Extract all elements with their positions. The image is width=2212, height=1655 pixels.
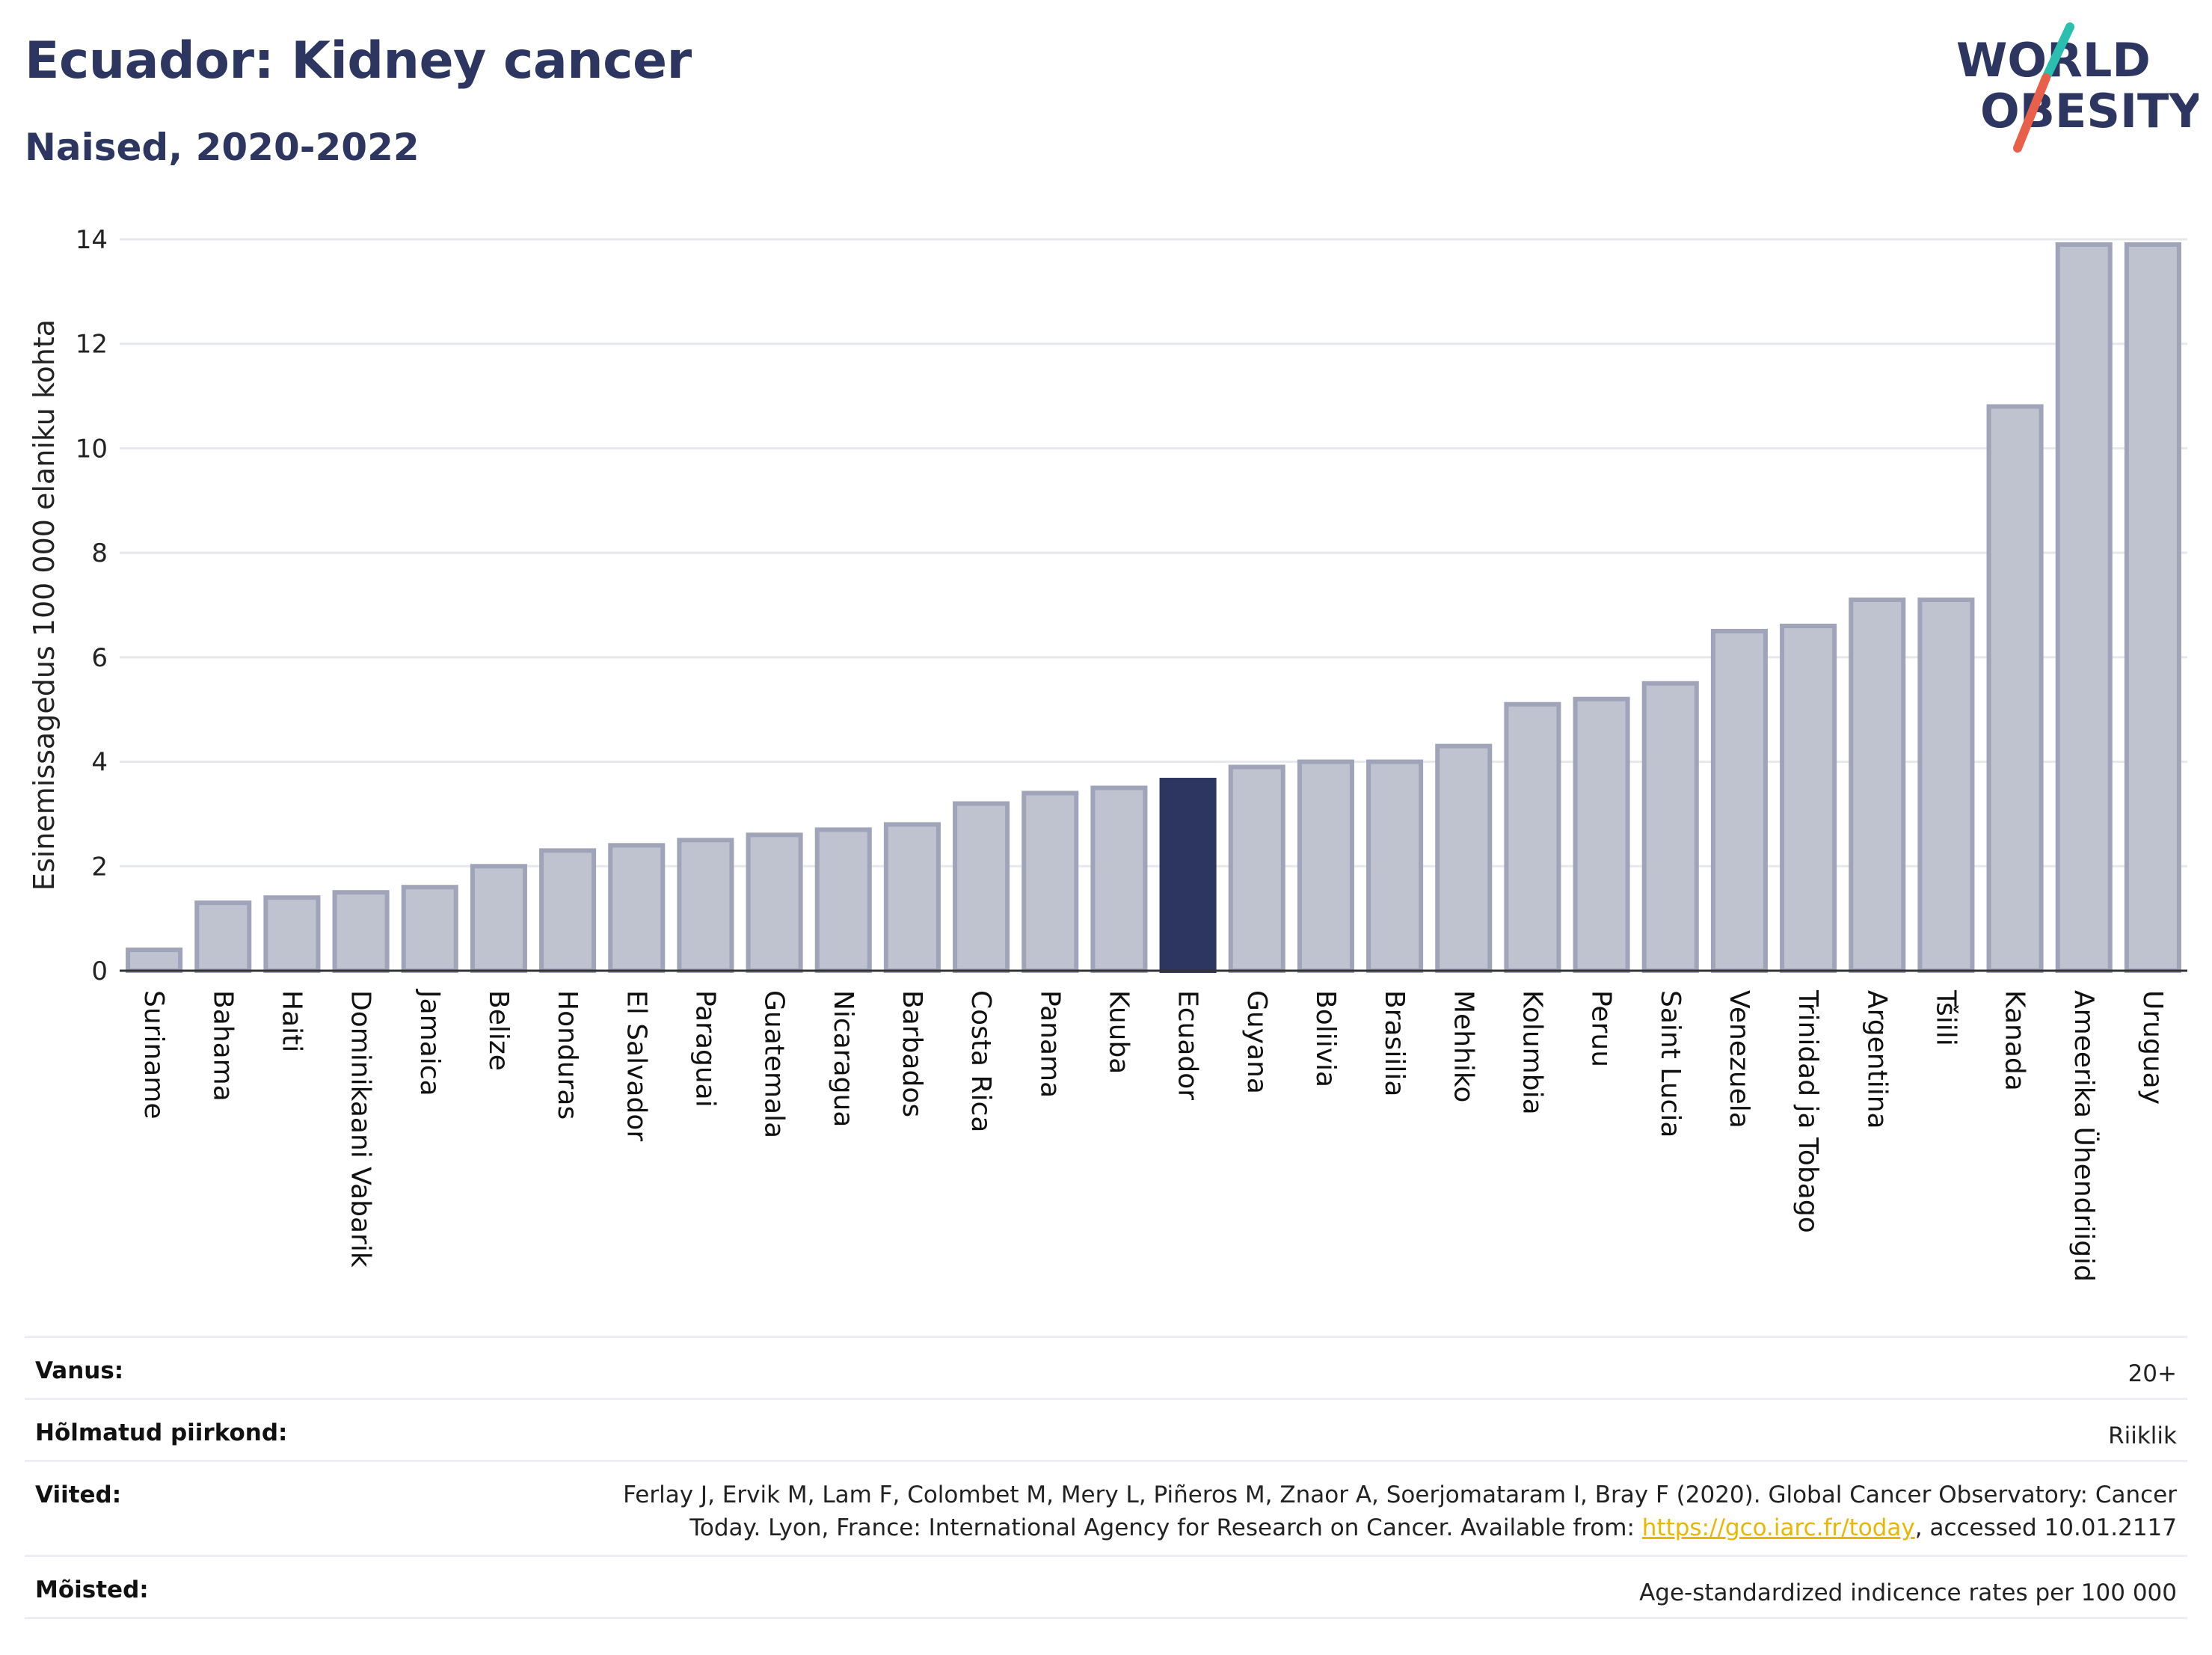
bar xyxy=(608,843,666,974)
y-tick-label: 0 xyxy=(91,957,108,986)
bar xyxy=(1366,759,1424,973)
meta-label-age: Vanus: xyxy=(35,1357,124,1384)
world-obesity-logo: WORLD OBESITY xyxy=(1956,22,2199,153)
bar xyxy=(1641,681,1699,973)
x-tick-label: Honduras xyxy=(552,990,583,1120)
bar xyxy=(470,864,527,974)
bar xyxy=(814,827,872,974)
bar xyxy=(539,848,597,974)
logo-slash-teal xyxy=(2043,22,2074,79)
bar xyxy=(1849,598,1906,973)
bar xyxy=(1090,785,1148,973)
meta-row-coverage: Hõlmatud piirkond: Riiklik xyxy=(25,1400,2187,1462)
x-tick-label: Venezuela xyxy=(1724,990,1754,1129)
x-tick-label: Jamaica xyxy=(414,989,445,1096)
x-tick-label: Barbados xyxy=(897,990,927,1117)
x-tick-label: El Salvador xyxy=(621,990,651,1141)
bar xyxy=(953,801,1010,974)
reference-text: Ferlay J, Ervik M, Lam F, Colombet M, Me… xyxy=(623,1481,2177,1541)
x-tick-label: Argentiina xyxy=(1861,990,1892,1129)
meta-row-references: Viited: Ferlay J, Ervik M, Lam F, Colomb… xyxy=(25,1462,2187,1557)
x-tick-label: Panama xyxy=(1034,990,1065,1098)
x-tick-label: Guatemala xyxy=(759,990,790,1138)
bar xyxy=(1021,790,1079,973)
bar xyxy=(126,948,183,973)
meta-label-references: Viited: xyxy=(35,1481,122,1508)
bar xyxy=(677,838,734,974)
bar xyxy=(1435,743,1493,973)
meta-row-definitions: Mõisted: Age-standardized indicence rate… xyxy=(25,1557,2187,1619)
bar xyxy=(1573,696,1630,973)
x-tick-label: Mehhiko xyxy=(1448,990,1478,1102)
meta-value-references: Ferlay J, Ervik M, Lam F, Colombet M, Me… xyxy=(606,1479,2177,1544)
x-tick-label: Saint Lucia xyxy=(1655,990,1686,1137)
x-tick-label: Kanada xyxy=(2000,990,2030,1091)
x-tick-label: Paraguai xyxy=(689,990,720,1108)
meta-label-coverage: Hõlmatud piirkond: xyxy=(35,1419,288,1446)
bar xyxy=(2124,242,2181,973)
bar xyxy=(1917,598,1975,973)
x-tick-label: Nicaragua xyxy=(828,990,858,1127)
y-axis-label: Esinemissagedus 100 000 elaniku kohta xyxy=(28,319,61,891)
x-tick-label: Uruguay xyxy=(2137,990,2168,1105)
chart-title: Ecuador: Kidney cancer xyxy=(25,31,692,90)
bar xyxy=(332,890,390,973)
bar xyxy=(401,885,458,973)
x-tick-label: Brasiilia xyxy=(1379,990,1410,1096)
y-tick-label: 2 xyxy=(91,852,108,882)
logo-text-obesity: OBESITY xyxy=(1980,84,2199,138)
meta-label-definitions: Mõisted: xyxy=(35,1576,149,1603)
metadata-table: Vanus: 20+ Hõlmatud piirkond: Riiklik Vi… xyxy=(25,1336,2187,1619)
bar xyxy=(1297,759,1354,973)
bar xyxy=(1780,623,1837,973)
bar-highlight xyxy=(1159,778,1217,974)
bar xyxy=(1228,764,1285,973)
x-tick-label: Bahama xyxy=(207,990,238,1102)
bar xyxy=(883,822,941,974)
reference-accessed: , accessed 10.01.2117 xyxy=(1914,1514,2177,1541)
reference-link[interactable]: https://gco.iarc.fr/today xyxy=(1641,1514,1915,1541)
y-tick-label: 14 xyxy=(76,225,108,255)
bar xyxy=(194,900,252,973)
y-tick-label: 12 xyxy=(76,330,108,360)
bar xyxy=(1504,701,1561,973)
bar xyxy=(2055,242,2113,973)
x-tick-label: Ecuador xyxy=(1173,990,1203,1100)
meta-value-age: 20+ xyxy=(2127,1360,2177,1387)
y-tick-label: 10 xyxy=(76,434,108,464)
bar-chart: 0 2 4 6 8 10 12 14 Esinemissagedus 100 000 elani… xyxy=(28,225,2187,1282)
x-tick-label: Boliivia xyxy=(1310,990,1341,1087)
x-tick-label: Ameerika Ühendriigid xyxy=(2068,990,2100,1282)
x-tick-label: Guyana xyxy=(1241,990,1272,1094)
y-tick-label: 4 xyxy=(91,748,108,778)
x-tick-label: Belize xyxy=(483,990,514,1071)
bar xyxy=(1986,404,2044,973)
chart-subtitle: Naised, 2020-2022 xyxy=(25,126,420,169)
x-tick-label: Tšiili xyxy=(1930,989,1961,1046)
x-tick-label: Kuuba xyxy=(1103,990,1134,1074)
bar xyxy=(263,895,321,973)
x-tick-label: Suriname xyxy=(138,990,169,1120)
logo-slash-coral xyxy=(2013,73,2050,153)
x-tick-label: Trinidad ja Tobago xyxy=(1792,989,1823,1233)
y-tick-label: 6 xyxy=(91,643,108,673)
bar xyxy=(746,832,803,974)
x-tick-label: Haiti xyxy=(276,990,307,1052)
x-tick-label: Kolumbia xyxy=(1517,990,1547,1115)
x-tick-label: Peruu xyxy=(1586,990,1617,1067)
meta-row-age: Vanus: 20+ xyxy=(25,1338,2187,1400)
meta-value-coverage: Riiklik xyxy=(2108,1422,2177,1449)
x-tick-label: Dominikaani Vabarik xyxy=(345,990,376,1268)
meta-value-definitions: Age-standardized indicence rates per 100… xyxy=(1639,1579,2177,1606)
y-tick-label: 8 xyxy=(91,538,108,568)
x-tick-label: Costa Rica xyxy=(965,990,996,1132)
bar xyxy=(1710,628,1768,974)
